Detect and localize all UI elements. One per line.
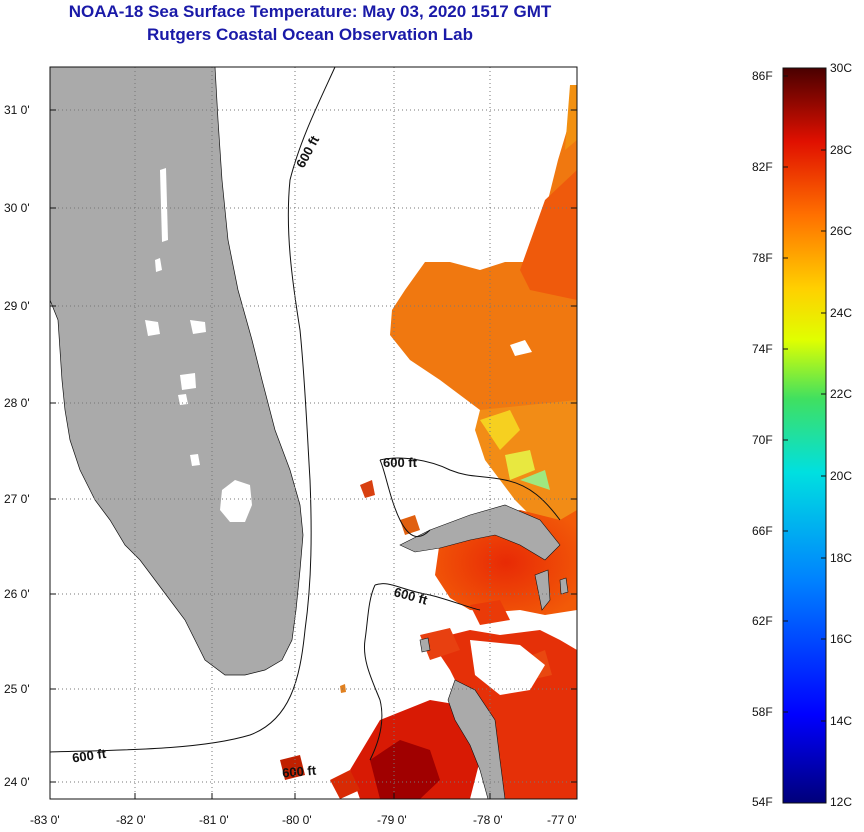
lon-label: -82 0' — [116, 813, 146, 827]
lat-label: 24 0' — [4, 775, 30, 789]
bahamas-landmass — [399, 504, 569, 800]
contour-label-600ft: 600 ft — [71, 746, 107, 766]
lon-label: -77 0' — [547, 813, 577, 827]
colorbar-c-label: 12C — [830, 795, 852, 809]
lat-label: 27 0' — [4, 492, 30, 506]
colorbar-f-label: 70F — [752, 433, 773, 447]
lon-label: -81 0' — [199, 813, 229, 827]
colorbar-f-label: 78F — [752, 251, 773, 265]
lat-label: 30 0' — [4, 201, 30, 215]
colorbar-c-label: 24C — [830, 306, 852, 320]
longitude-labels: -83 0' -82 0' -81 0' -80 0' -79 0' -78 0… — [30, 813, 577, 827]
axis-ticks — [50, 109, 577, 799]
colorbar-f-label: 66F — [752, 524, 773, 538]
colorbar-c-label: 18C — [830, 551, 852, 565]
colorbar-f-label: 86F — [752, 69, 773, 83]
colorbar-c-label: 20C — [830, 469, 852, 483]
latitude-labels: 31 0' 30 0' 29 0' 28 0' 27 0' 26 0' 25 0… — [4, 103, 30, 789]
lat-label: 25 0' — [4, 682, 30, 696]
contour-label-600ft: 600 ft — [282, 763, 318, 781]
cloud-mask — [400, 340, 545, 695]
lat-label: 26 0' — [4, 587, 30, 601]
lon-label: -78 0' — [473, 813, 503, 827]
colorbar-c-label: 26C — [830, 224, 852, 238]
lat-label: 29 0' — [4, 299, 30, 313]
isobath-600ft — [49, 66, 561, 761]
color-bar: 86F 82F 78F 74F 70F 66F 62F 58F 54F 30C … — [752, 61, 852, 809]
contour-label-600ft: 600 ft — [383, 455, 418, 470]
colorbar-f-label: 58F — [752, 705, 773, 719]
colorbar-f-label: 54F — [752, 795, 773, 809]
colorbar-c-label: 22C — [830, 387, 852, 401]
colorbar-c-label: 14C — [830, 714, 852, 728]
map-frame — [49, 66, 578, 800]
lon-label: -79 0' — [377, 813, 407, 827]
map-subtitle: Rutgers Coastal Ocean Observation Lab — [147, 25, 473, 44]
lat-label: 28 0' — [4, 396, 30, 410]
color-bar-gradient — [782, 67, 827, 804]
lon-label: -83 0' — [30, 813, 60, 827]
lat-label: 31 0' — [4, 103, 30, 117]
colorbar-c-label: 30C — [830, 61, 852, 75]
colorbar-c-label: 16C — [830, 632, 852, 646]
colorbar-c-label: 28C — [830, 143, 852, 157]
florida-lakes — [145, 168, 252, 522]
colorbar-f-label: 74F — [752, 342, 773, 356]
colorbar-f-label: 82F — [752, 160, 773, 174]
lon-label: -80 0' — [282, 813, 312, 827]
florida-landmass — [49, 66, 304, 676]
colorbar-f-label: 62F — [752, 614, 773, 628]
map-title: NOAA-18 Sea Surface Temperature: May 03,… — [68, 2, 552, 21]
